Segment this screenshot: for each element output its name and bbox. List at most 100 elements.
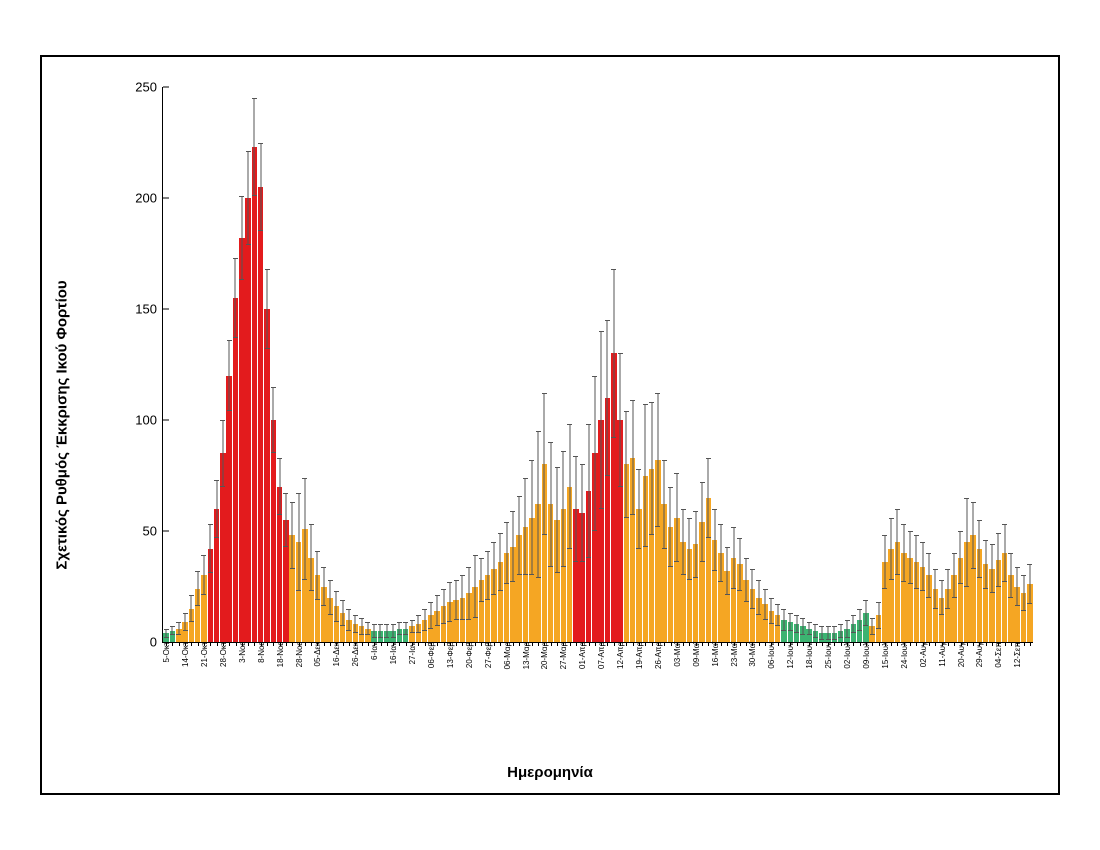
error-bar xyxy=(449,582,450,622)
error-bar xyxy=(746,558,747,602)
x-tick-label: 05-Δεκ xyxy=(312,642,322,666)
data-bar xyxy=(239,238,245,642)
x-tick-mark xyxy=(532,642,533,646)
error-bar xyxy=(424,609,425,631)
x-tick-mark xyxy=(816,642,817,646)
chart-frame: Σχετικός Ρυθμός Έκκρισης Ικού Φορτίου Ημ… xyxy=(40,55,1060,795)
x-tick-mark xyxy=(910,642,911,646)
error-bar xyxy=(525,478,526,576)
error-bar xyxy=(727,547,728,596)
x-tick-label: 20-Μαρ xyxy=(539,642,549,669)
error-bar xyxy=(298,493,299,591)
error-bar xyxy=(884,535,885,588)
error-bar xyxy=(998,533,999,586)
x-tick-mark xyxy=(645,642,646,646)
error-bar xyxy=(1029,564,1030,604)
error-bar xyxy=(279,458,280,516)
error-bar xyxy=(323,567,324,607)
x-tick-mark xyxy=(759,642,760,646)
error-bar xyxy=(260,143,261,232)
x-tick-label: 25-Ιουν xyxy=(823,642,833,669)
error-bar xyxy=(235,258,236,338)
x-tick-label: 06-Μαρ xyxy=(502,642,512,669)
x-tick-label: 16-Δεκ xyxy=(331,642,341,666)
x-tick-label: 3-Νοε xyxy=(237,642,247,663)
x-tick-label: 13-Μαρ xyxy=(521,642,531,669)
x-tick-mark xyxy=(626,642,627,646)
error-bar xyxy=(790,613,791,631)
error-bar xyxy=(739,538,740,591)
error-bar xyxy=(355,615,356,633)
y-tick-label: 200 xyxy=(135,191,163,206)
x-tick-mark xyxy=(248,642,249,646)
error-bar xyxy=(928,553,929,597)
x-tick-label: 09-Μαϊ xyxy=(691,642,701,667)
x-tick-label: 20-Αυγ xyxy=(956,642,966,667)
error-bar xyxy=(695,511,696,578)
error-bar xyxy=(651,402,652,535)
x-tick-mark xyxy=(267,642,268,646)
x-tick-label: 07-Απρ xyxy=(596,642,606,669)
x-tick-mark xyxy=(191,642,192,646)
plot-area: 0501001502002505-Οκτ14-Οκτ21-Οκτ28-Οκτ3-… xyxy=(162,87,1033,643)
error-bar xyxy=(960,531,961,584)
x-tick-mark xyxy=(437,642,438,646)
error-bar xyxy=(601,331,602,509)
x-tick-label: 06-Φεβ xyxy=(426,642,436,668)
error-bar xyxy=(304,478,305,580)
error-bar xyxy=(569,424,570,548)
error-bar xyxy=(708,458,709,538)
x-tick-mark xyxy=(286,642,287,646)
x-tick-mark xyxy=(891,642,892,646)
x-tick-mark xyxy=(607,642,608,646)
error-bar xyxy=(203,555,204,595)
x-tick-label: 28-Οκτ xyxy=(218,642,228,667)
x-tick-mark xyxy=(418,642,419,646)
x-tick-mark xyxy=(570,642,571,646)
error-bar xyxy=(361,618,362,636)
x-tick-label: 24-Ιουλ xyxy=(899,642,909,669)
x-tick-label: 5-Οκτ xyxy=(161,642,171,663)
data-bar xyxy=(264,309,270,642)
error-bar xyxy=(809,622,810,635)
error-bar xyxy=(853,615,854,633)
x-tick-mark xyxy=(1005,642,1006,646)
error-bar xyxy=(311,524,312,591)
error-bar xyxy=(481,558,482,602)
error-bar xyxy=(222,420,223,487)
x-tick-mark xyxy=(702,642,703,646)
x-tick-mark xyxy=(551,642,552,646)
x-tick-mark xyxy=(664,642,665,646)
error-bar xyxy=(783,609,784,631)
x-tick-label: 16-Ιαν xyxy=(388,642,398,664)
error-bar xyxy=(859,609,860,631)
data-bar xyxy=(245,198,251,642)
error-bar xyxy=(166,629,167,638)
x-tick-mark xyxy=(172,642,173,646)
error-bar xyxy=(676,473,677,562)
error-bar xyxy=(821,626,822,639)
x-tick-mark xyxy=(872,642,873,646)
error-bar xyxy=(241,196,242,280)
error-bar xyxy=(487,551,488,600)
y-tick-label: 50 xyxy=(143,524,163,539)
error-bar xyxy=(865,600,866,627)
y-tick-label: 150 xyxy=(135,302,163,317)
x-tick-mark xyxy=(229,642,230,646)
x-tick-label: 03-Μαϊ xyxy=(672,642,682,667)
error-bar xyxy=(973,502,974,569)
error-bar xyxy=(733,527,734,589)
x-tick-mark xyxy=(721,642,722,646)
error-bar xyxy=(941,580,942,616)
error-bar xyxy=(185,613,186,631)
x-tick-label: 26-Απρ xyxy=(653,642,663,669)
error-bar xyxy=(872,618,873,636)
error-bar xyxy=(771,598,772,625)
error-bar xyxy=(796,615,797,633)
error-bar xyxy=(847,620,848,638)
x-tick-label: 06-Ιουν xyxy=(766,642,776,669)
data-bar xyxy=(233,298,239,642)
error-bar xyxy=(519,496,520,576)
error-bar xyxy=(645,404,646,546)
error-bar xyxy=(828,626,829,639)
